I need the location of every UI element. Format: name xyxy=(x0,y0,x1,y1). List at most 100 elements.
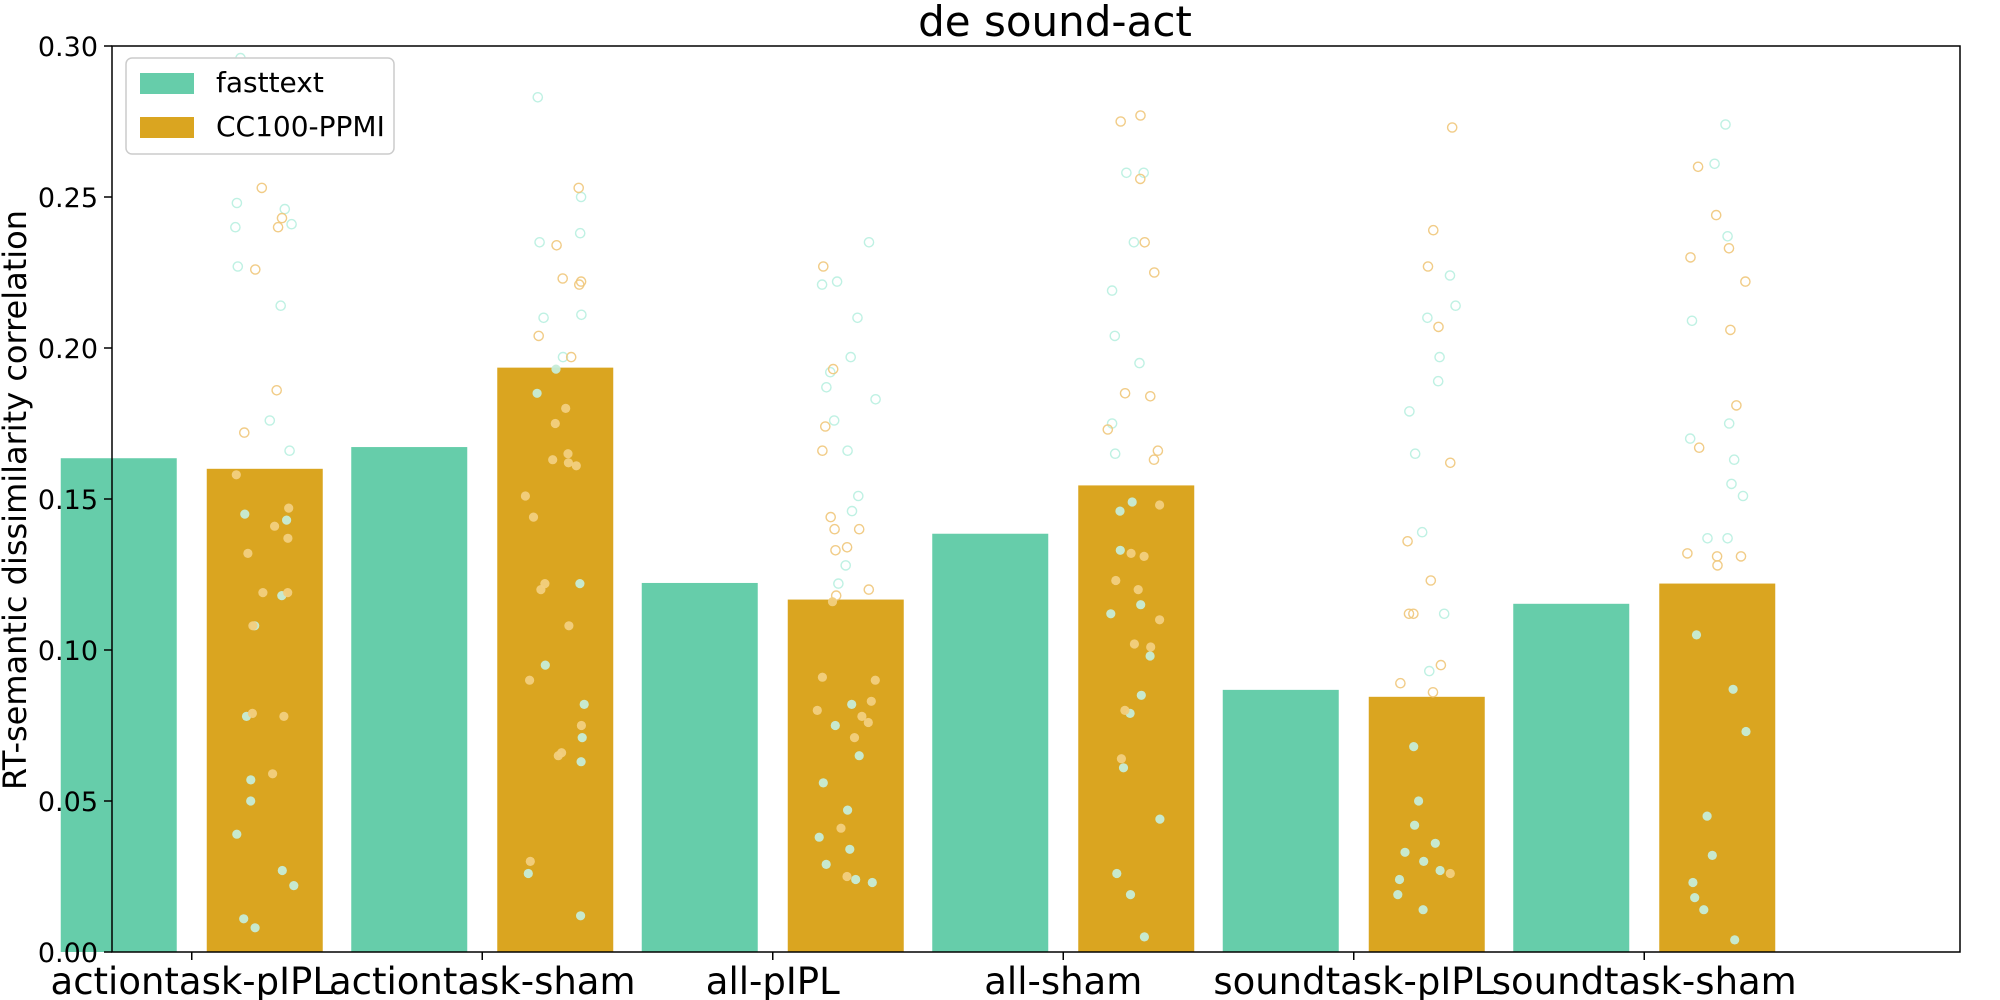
scatter-point-fasttext xyxy=(551,364,561,374)
scatter-point-fasttext xyxy=(289,881,299,891)
scatter-point-fasttext xyxy=(845,844,855,854)
scatter-point-fasttext xyxy=(1424,665,1435,677)
scatter-point-cc100-ppmi xyxy=(1119,387,1131,399)
scatter-point-fasttext xyxy=(845,351,857,363)
scatter-point-fasttext xyxy=(1450,300,1461,312)
scatter-point-fasttext xyxy=(1121,167,1132,179)
scatter-point-fasttext xyxy=(1109,448,1121,460)
scatter-point-cc100-ppmi xyxy=(1135,173,1146,185)
scatter-point-fasttext xyxy=(825,366,836,378)
scatter-point-cc100-ppmi xyxy=(284,503,294,513)
scatter-point-cc100-ppmi xyxy=(1445,868,1455,879)
scatter-point-fasttext xyxy=(534,236,545,248)
bar-fasttext-all-pIPL xyxy=(641,582,758,952)
scatter-point-cc100-ppmi xyxy=(1408,608,1419,620)
scatter-point-cc100-ppmi xyxy=(853,523,865,535)
scatter-point-cc100-ppmi xyxy=(1395,677,1406,689)
scatter-point-fasttext xyxy=(867,877,877,888)
scatter-point-cc100-ppmi xyxy=(248,621,258,631)
scatter-point-fasttext xyxy=(842,445,853,457)
scatter-point-fasttext xyxy=(284,445,295,457)
scatter-point-cc100-ppmi xyxy=(272,221,284,233)
scatter-point-cc100-ppmi xyxy=(817,445,828,457)
scatter-point-cc100-ppmi xyxy=(525,856,535,867)
scatter-point-fasttext xyxy=(1709,158,1720,170)
scatter-point-cc100-ppmi xyxy=(1120,705,1130,716)
scatter-point-cc100-ppmi xyxy=(283,588,293,598)
scatter-point-fasttext xyxy=(1127,497,1137,507)
scatter-point-fasttext xyxy=(1400,847,1410,857)
scatter-point-fasttext xyxy=(1723,418,1735,429)
scatter-point-fasttext xyxy=(1686,315,1698,327)
scatter-point-cc100-ppmi xyxy=(574,279,585,290)
scatter-point-fasttext xyxy=(833,578,844,589)
y-tick-label: 0.25 xyxy=(38,183,98,214)
point-layer xyxy=(230,52,1751,945)
scatter-point-fasttext xyxy=(1136,600,1146,610)
scatter-point-fasttext xyxy=(1409,742,1419,752)
scatter-point-fasttext xyxy=(1404,406,1415,417)
scatter-point-cc100-ppmi xyxy=(565,351,577,363)
scatter-point-fasttext xyxy=(1115,506,1125,516)
scatter-point-cc100-ppmi xyxy=(836,823,846,833)
scatter-point-fasttext xyxy=(821,381,832,393)
scatter-point-fasttext xyxy=(231,197,243,209)
scatter-point-fasttext xyxy=(264,415,276,426)
scatter-point-cc100-ppmi xyxy=(528,512,539,522)
scatter-point-cc100-ppmi xyxy=(827,363,839,375)
scatter-point-fasttext xyxy=(279,203,291,215)
scatter-point-fasttext xyxy=(1741,726,1751,737)
scatter-point-cc100-ppmi xyxy=(258,588,268,598)
scatter-point-cc100-ppmi xyxy=(525,675,535,685)
scatter-point-cc100-ppmi xyxy=(573,182,585,194)
scatter-point-cc100-ppmi xyxy=(1427,687,1439,698)
scatter-point-cc100-ppmi xyxy=(247,708,257,719)
scatter-point-fasttext xyxy=(1690,893,1700,903)
scatter-point-cc100-ppmi xyxy=(1723,242,1735,254)
scatter-point-fasttext xyxy=(830,720,840,731)
scatter-point-fasttext xyxy=(821,859,831,870)
scatter-point-cc100-ppmi xyxy=(863,717,873,728)
scatter-point-fasttext xyxy=(1702,811,1712,821)
scatter-point-fasttext xyxy=(847,699,857,710)
scatter-point-fasttext xyxy=(1702,533,1713,544)
scatter-point-fasttext xyxy=(851,874,861,885)
scatter-point-cc100-ppmi xyxy=(1446,122,1458,133)
scatter-point-cc100-ppmi xyxy=(1428,224,1439,236)
scatter-point-cc100-ppmi xyxy=(548,455,558,465)
scatter-point-cc100-ppmi xyxy=(1425,575,1437,586)
scatter-point-fasttext xyxy=(1444,270,1456,281)
scatter-point-cc100-ppmi xyxy=(1725,324,1736,336)
scatter-point-cc100-ppmi xyxy=(561,403,571,413)
scatter-point-fasttext xyxy=(246,775,256,785)
x-tick-label: all-pIPL xyxy=(706,960,840,1000)
x-tick-label: soundtask-pIPL xyxy=(1213,960,1494,1000)
scatter-point-cc100-ppmi xyxy=(550,418,560,429)
bar-layer xyxy=(60,367,1776,952)
scatter-point-fasttext xyxy=(1722,230,1733,242)
bar-fasttext-soundtask-pIPL xyxy=(1222,689,1339,952)
x-tick-label: actiontask-pIPL xyxy=(51,960,334,1000)
scatter-point-fasttext xyxy=(1118,763,1129,773)
bar-fasttext-actiontask-sham xyxy=(351,447,468,952)
plot-frame xyxy=(111,45,1961,953)
scatter-point-cc100-ppmi xyxy=(1115,116,1126,127)
scatter-point-fasttext xyxy=(843,805,853,815)
scatter-point-fasttext xyxy=(540,660,550,670)
bar-cc100-ppmi-soundtask-sham xyxy=(1659,583,1776,952)
scatter-point-fasttext xyxy=(532,92,544,103)
scatter-point-cc100-ppmi xyxy=(1402,536,1413,547)
scatter-point-fasttext xyxy=(1720,119,1731,130)
scatter-point-fasttext xyxy=(1432,375,1444,387)
bar-cc100-ppmi-actiontask-pIPL xyxy=(206,468,323,952)
scatter-point-fasttext xyxy=(1430,838,1440,848)
scatter-point-cc100-ppmi xyxy=(1435,659,1447,671)
scatter-point-cc100-ppmi xyxy=(268,769,278,779)
scatter-point-cc100-ppmi xyxy=(1433,321,1444,333)
legend: fasttext CC100-PPMI xyxy=(125,57,395,155)
scatter-point-cc100-ppmi xyxy=(857,711,867,722)
scatter-point-fasttext xyxy=(575,191,587,203)
scatter-point-cc100-ppmi xyxy=(563,458,574,468)
scatter-point-cc100-ppmi xyxy=(812,705,822,716)
